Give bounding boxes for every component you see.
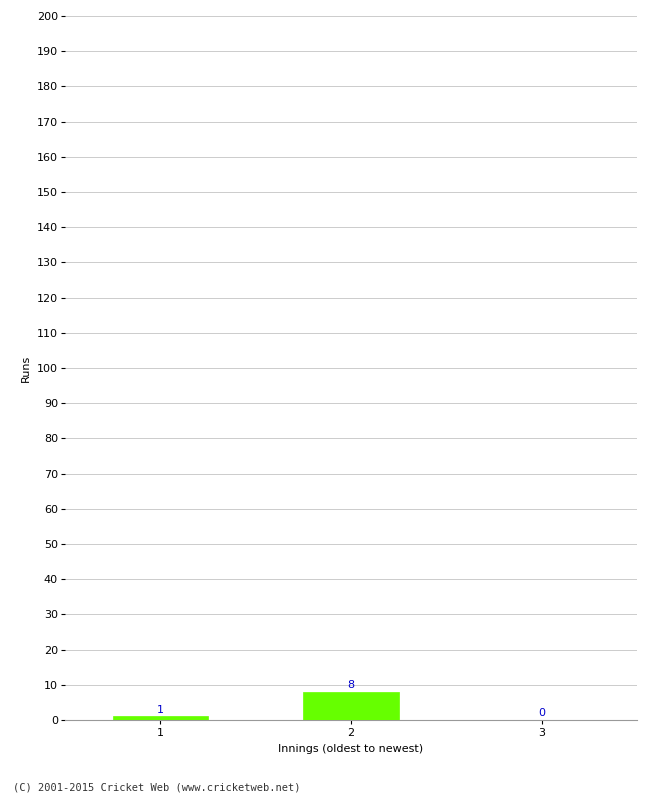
X-axis label: Innings (oldest to newest): Innings (oldest to newest) [278, 744, 424, 754]
Text: (C) 2001-2015 Cricket Web (www.cricketweb.net): (C) 2001-2015 Cricket Web (www.cricketwe… [13, 782, 300, 792]
Bar [304, 692, 398, 720]
Text: 1: 1 [157, 705, 164, 714]
Bar [112, 717, 208, 720]
Text: 8: 8 [348, 680, 354, 690]
Text: 0: 0 [538, 708, 545, 718]
Y-axis label: Runs: Runs [21, 354, 31, 382]
